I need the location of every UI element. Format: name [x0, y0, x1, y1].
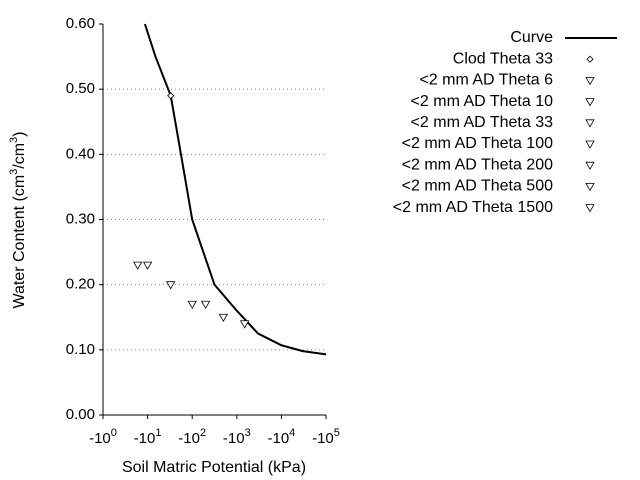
- legend-triangle: [585, 183, 595, 192]
- y-axis-title: Water Content (cm3/cm3): [8, 131, 28, 308]
- x-tick-exponent: 4: [289, 427, 295, 439]
- legend-label: <2 mm AD Theta 6: [419, 72, 553, 89]
- triangle-marker: [142, 261, 153, 270]
- diamond-marker: [167, 92, 175, 100]
- legend-label: <2 mm AD Theta 1500: [393, 199, 553, 216]
- triangle-marker: [133, 261, 143, 270]
- x-tick-base: -10: [178, 430, 200, 447]
- legend-triangle: [585, 119, 595, 128]
- triangle-marker: [239, 320, 250, 329]
- x-tick-base: -10: [134, 430, 156, 447]
- y-tick-label: 0.60: [66, 15, 95, 32]
- legend-triangle: [585, 161, 595, 171]
- x-tick-label: -102: [178, 427, 206, 447]
- x-axis-title: Soil Matric Potential (kPa): [122, 459, 306, 476]
- legend-triangle: [585, 204, 595, 213]
- x-tick-label: -103: [223, 427, 251, 447]
- x-tick-exponent: 3: [245, 427, 251, 439]
- triangle-marker: [200, 300, 211, 310]
- curve-line: [143, 23, 327, 356]
- x-tick-exponent: 5: [334, 427, 340, 439]
- legend-label: <2 mm AD Theta 200: [402, 156, 553, 173]
- y-title-text: Water Content (cm: [11, 175, 28, 309]
- y-tick-label: 0.20: [66, 276, 95, 293]
- x-tick-base: -10: [223, 430, 245, 447]
- x-tick-exponent: 0: [111, 427, 117, 439]
- y-title-text: ): [11, 131, 28, 136]
- x-tick-label: -101: [134, 427, 162, 447]
- legend-label: <2 mm AD Theta 33: [411, 114, 554, 131]
- y-tick-label: 0.30: [66, 210, 95, 227]
- x-tick-base: -10: [312, 430, 334, 447]
- legend-triangle: [585, 77, 595, 86]
- y-tick-label: 0.50: [66, 80, 95, 97]
- triangle-marker: [187, 300, 197, 310]
- y-title-text: /cm: [11, 143, 28, 169]
- x-tick-base: -10: [89, 430, 111, 447]
- legend-label: <2 mm AD Theta 10: [411, 93, 554, 110]
- y-tick-label: 0.00: [66, 406, 95, 423]
- y-title-sup: 3: [8, 137, 20, 143]
- triangle-marker: [218, 313, 229, 323]
- x-tick-label: -105: [312, 427, 340, 447]
- legend-label: Curve: [510, 29, 553, 46]
- x-tick-exponent: 2: [200, 427, 206, 439]
- x-tick-label: -100: [89, 427, 117, 447]
- legend-label: <2 mm AD Theta 100: [402, 135, 553, 152]
- legend-label: Clod Theta 33: [453, 50, 553, 67]
- y-tick-label: 0.10: [66, 341, 95, 358]
- x-tick-exponent: 1: [155, 427, 161, 439]
- x-tick-base: -10: [267, 430, 289, 447]
- legend-triangle: [585, 98, 595, 107]
- x-tick-label: -104: [267, 427, 295, 447]
- legend-label: <2 mm AD Theta 500: [402, 178, 553, 195]
- y-title-sup: 3: [8, 169, 20, 175]
- y-tick-label: 0.40: [66, 145, 95, 162]
- legend-diamond: [586, 55, 594, 63]
- legend-triangle: [585, 140, 595, 149]
- triangle-marker: [166, 281, 176, 290]
